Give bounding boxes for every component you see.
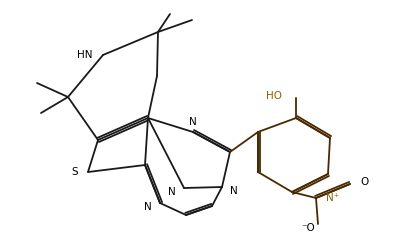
Text: S: S: [71, 167, 78, 177]
Text: HN: HN: [77, 50, 93, 60]
Text: N: N: [189, 117, 197, 127]
Text: HO: HO: [266, 91, 282, 101]
Text: ⁻O: ⁻O: [301, 223, 315, 233]
Text: N: N: [230, 186, 238, 196]
Text: N: N: [168, 187, 176, 197]
Text: N: N: [144, 202, 152, 212]
Text: N⁺: N⁺: [326, 193, 339, 203]
Text: O: O: [360, 177, 368, 187]
